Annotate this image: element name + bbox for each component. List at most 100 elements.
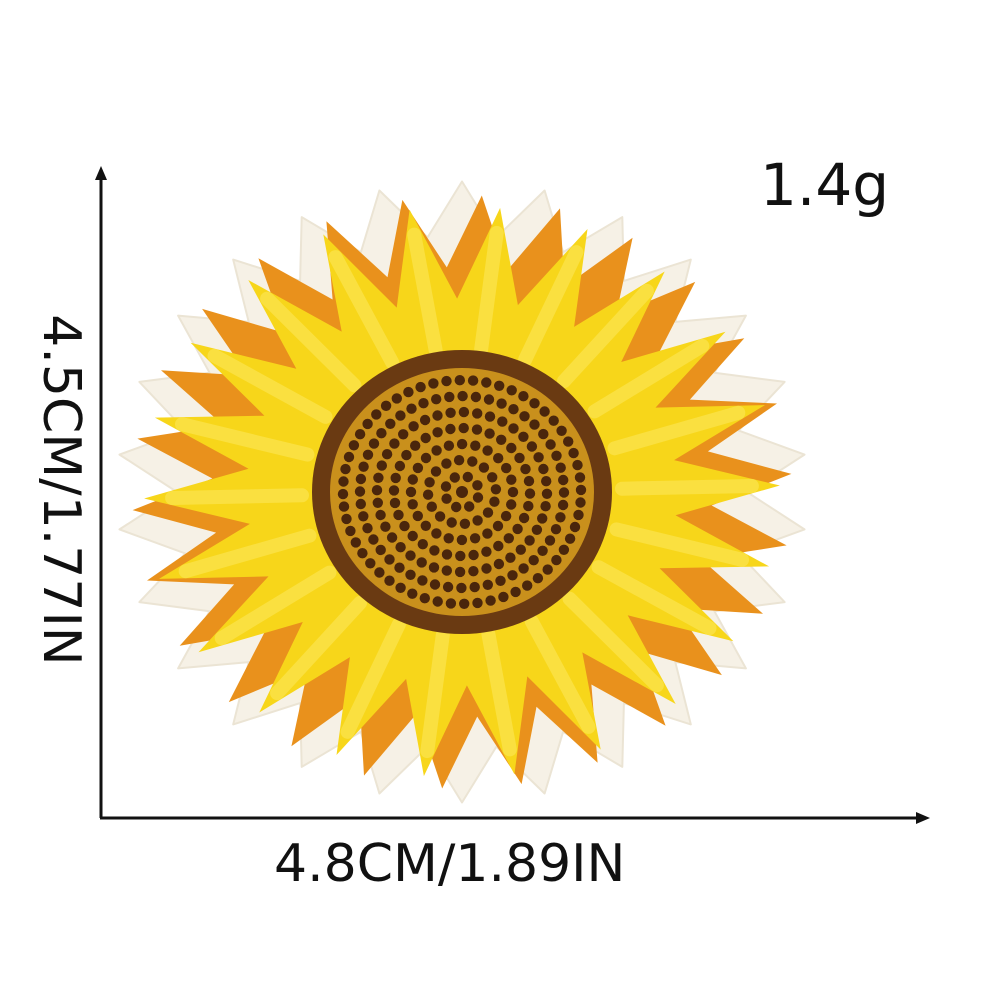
seed <box>459 518 471 529</box>
petal-highlight <box>591 560 717 636</box>
seed <box>362 449 374 460</box>
petal-highlight <box>587 338 710 419</box>
seed <box>449 472 460 483</box>
seed <box>371 409 382 420</box>
seed <box>529 398 540 409</box>
seed <box>482 507 494 518</box>
seed <box>412 510 423 522</box>
seed <box>544 535 556 546</box>
seed <box>472 492 484 503</box>
seed <box>564 533 576 544</box>
seed <box>568 447 579 459</box>
seed <box>518 512 530 524</box>
seed <box>548 415 559 426</box>
seed <box>365 558 376 569</box>
seed <box>493 540 504 552</box>
seed <box>432 427 443 438</box>
seed <box>551 554 562 566</box>
seed <box>358 511 369 522</box>
seed <box>354 429 366 440</box>
seed <box>384 554 395 565</box>
seed <box>495 575 506 586</box>
seed <box>528 555 539 566</box>
seed <box>390 472 401 484</box>
petal-highlight <box>420 628 450 759</box>
seed <box>407 588 418 599</box>
seed <box>456 438 468 450</box>
dimension-axes <box>95 166 930 824</box>
seed <box>446 517 457 528</box>
seed <box>542 564 553 575</box>
seed <box>410 440 421 451</box>
seed <box>428 378 439 389</box>
seed <box>457 390 468 402</box>
seed <box>426 501 437 512</box>
seed <box>538 428 549 440</box>
seed <box>381 449 393 460</box>
seed <box>492 520 504 532</box>
petal-highlight <box>270 595 367 701</box>
seed <box>403 386 414 398</box>
seed <box>518 563 529 574</box>
seed <box>481 377 492 388</box>
seed <box>558 544 570 555</box>
seed <box>573 509 584 521</box>
seed <box>483 394 495 405</box>
petal-highlight <box>328 250 400 370</box>
seed <box>407 530 418 542</box>
seed <box>431 394 442 405</box>
seed <box>380 400 392 411</box>
seed <box>456 534 468 546</box>
seed <box>372 497 383 508</box>
seed <box>441 375 452 387</box>
seed <box>362 418 373 430</box>
seed <box>395 582 406 593</box>
seed <box>523 500 534 512</box>
seed <box>484 411 496 422</box>
seed <box>395 542 406 553</box>
petal-highlight <box>615 479 759 496</box>
seed <box>467 456 478 467</box>
seed <box>470 440 481 451</box>
seed <box>395 410 406 421</box>
seed <box>345 525 356 537</box>
seed <box>539 406 550 417</box>
seed <box>469 581 480 593</box>
seed <box>572 459 583 471</box>
seed <box>519 411 530 422</box>
seed <box>374 567 385 578</box>
seed <box>506 474 517 485</box>
seed <box>375 509 386 521</box>
seed <box>358 461 369 472</box>
seed <box>482 528 493 539</box>
seed <box>500 510 512 522</box>
seed <box>540 501 551 512</box>
seed <box>458 406 470 418</box>
seed <box>493 558 505 570</box>
seed <box>531 524 543 535</box>
seed <box>524 535 535 546</box>
seed <box>524 488 536 499</box>
seed <box>376 428 387 439</box>
seed <box>462 471 473 483</box>
seed <box>368 534 379 545</box>
seed <box>487 472 498 483</box>
seed <box>497 416 508 427</box>
seed <box>490 484 502 495</box>
seed <box>472 515 483 526</box>
seed <box>555 462 566 473</box>
seed <box>537 513 548 524</box>
seed <box>376 460 387 471</box>
seed <box>503 533 514 544</box>
seed <box>394 460 406 472</box>
seed <box>523 475 535 487</box>
seed <box>430 466 442 477</box>
seed <box>515 544 526 555</box>
seed <box>442 581 454 593</box>
seed <box>518 431 529 442</box>
petal-highlight <box>165 488 309 505</box>
seed <box>485 595 496 606</box>
seed <box>472 408 483 419</box>
seed <box>417 539 428 550</box>
